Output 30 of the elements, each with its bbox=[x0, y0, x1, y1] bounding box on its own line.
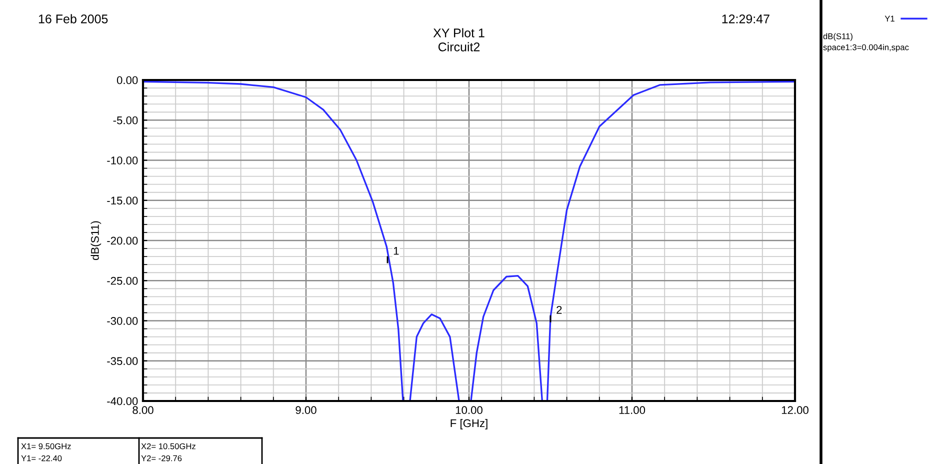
y-tick-label: 0.00 bbox=[116, 76, 138, 84]
x-tick-label: 10.00 bbox=[456, 406, 482, 414]
y-tick-label: -40.00 bbox=[107, 397, 138, 406]
text: space1:3=0.004in,spac bbox=[823, 44, 909, 52]
text: Y1= -22.40 bbox=[21, 455, 62, 462]
text: Y2= -29.76 bbox=[141, 455, 182, 462]
y-tick-label: -20.00 bbox=[107, 236, 138, 245]
x-tick-label: 11.00 bbox=[619, 406, 646, 414]
text: 16 Feb 2005 bbox=[38, 14, 108, 24]
text: X2= 10.50GHz bbox=[141, 443, 196, 450]
text: X1= 9.50GHz bbox=[21, 443, 71, 450]
chart-title: XY Plot 1 bbox=[433, 28, 484, 38]
x-tick-label: 8.00 bbox=[132, 406, 154, 414]
x-tick-label: 12.00 bbox=[782, 406, 808, 414]
chart-subtitle: Circuit2 bbox=[438, 42, 480, 52]
y-tick-label: -35.00 bbox=[107, 357, 138, 366]
y-tick-label: -30.00 bbox=[107, 317, 138, 325]
y-tick-label: -25.00 bbox=[107, 276, 138, 285]
y-tick-label: -15.00 bbox=[107, 196, 138, 205]
y-tick-label: -5.00 bbox=[113, 116, 138, 124]
y-axis-title: dB(S11) bbox=[90, 221, 102, 260]
text: 12:29:47 bbox=[722, 14, 770, 24]
line-series bbox=[143, 80, 795, 401]
annotation: 1 bbox=[394, 247, 399, 255]
y-tick-label: -10.00 bbox=[107, 156, 138, 164]
x-axis-title: F [GHz] bbox=[450, 418, 488, 430]
text: dB(S11) bbox=[823, 33, 852, 41]
x-tick-label: 9.00 bbox=[296, 406, 316, 414]
annotation: 2 bbox=[556, 306, 562, 314]
legend-label: Y1 bbox=[884, 16, 894, 22]
